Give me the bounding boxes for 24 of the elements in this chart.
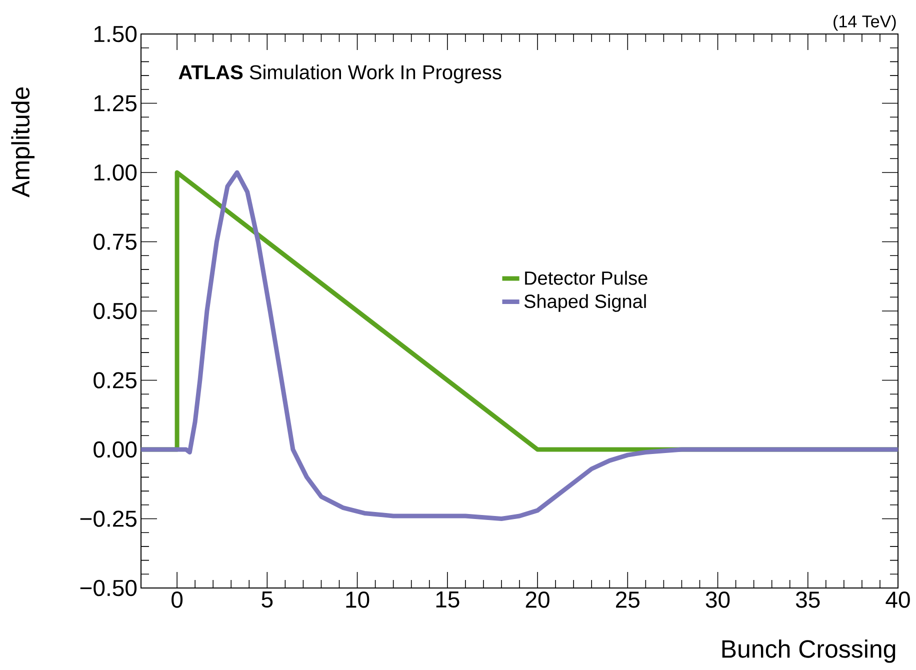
x-tick-label: 0 [172,592,183,608]
legend-label: Detector Pulse [525,270,648,285]
y-tick-label: −0.50 [80,580,137,596]
x-tick-label: 25 [616,592,640,608]
x-tick-label: 20 [526,592,550,608]
legend-label: Shaped Signal [524,294,646,312]
y-tick-label: 1.25 [94,95,136,112]
x-tick-label: 5 [262,592,273,608]
x-tick-label: 40 [886,592,910,608]
y-tick-label: 0.00 [94,441,137,458]
x-tick-label: 10 [346,592,370,608]
text: (14 TeV) [834,14,896,31]
y-tick-label: 0.75 [94,234,136,250]
x-axis-title: Bunch Crossing [722,640,896,663]
y-tick-label: 0.25 [94,372,136,388]
y-tick-label: 1.00 [94,164,137,181]
x-tick-label: 30 [706,592,730,608]
y-tick-label: −0.25 [80,510,136,527]
y-tick-label: 0.50 [94,302,137,320]
y-tick-label: 1.50 [94,26,137,42]
y-axis-title: Amplitude [11,87,35,198]
x-tick-label: 15 [436,592,460,608]
annotation: ATLAS Simulation Work In Progress [178,64,502,84]
x-tick-label: 35 [796,592,820,608]
